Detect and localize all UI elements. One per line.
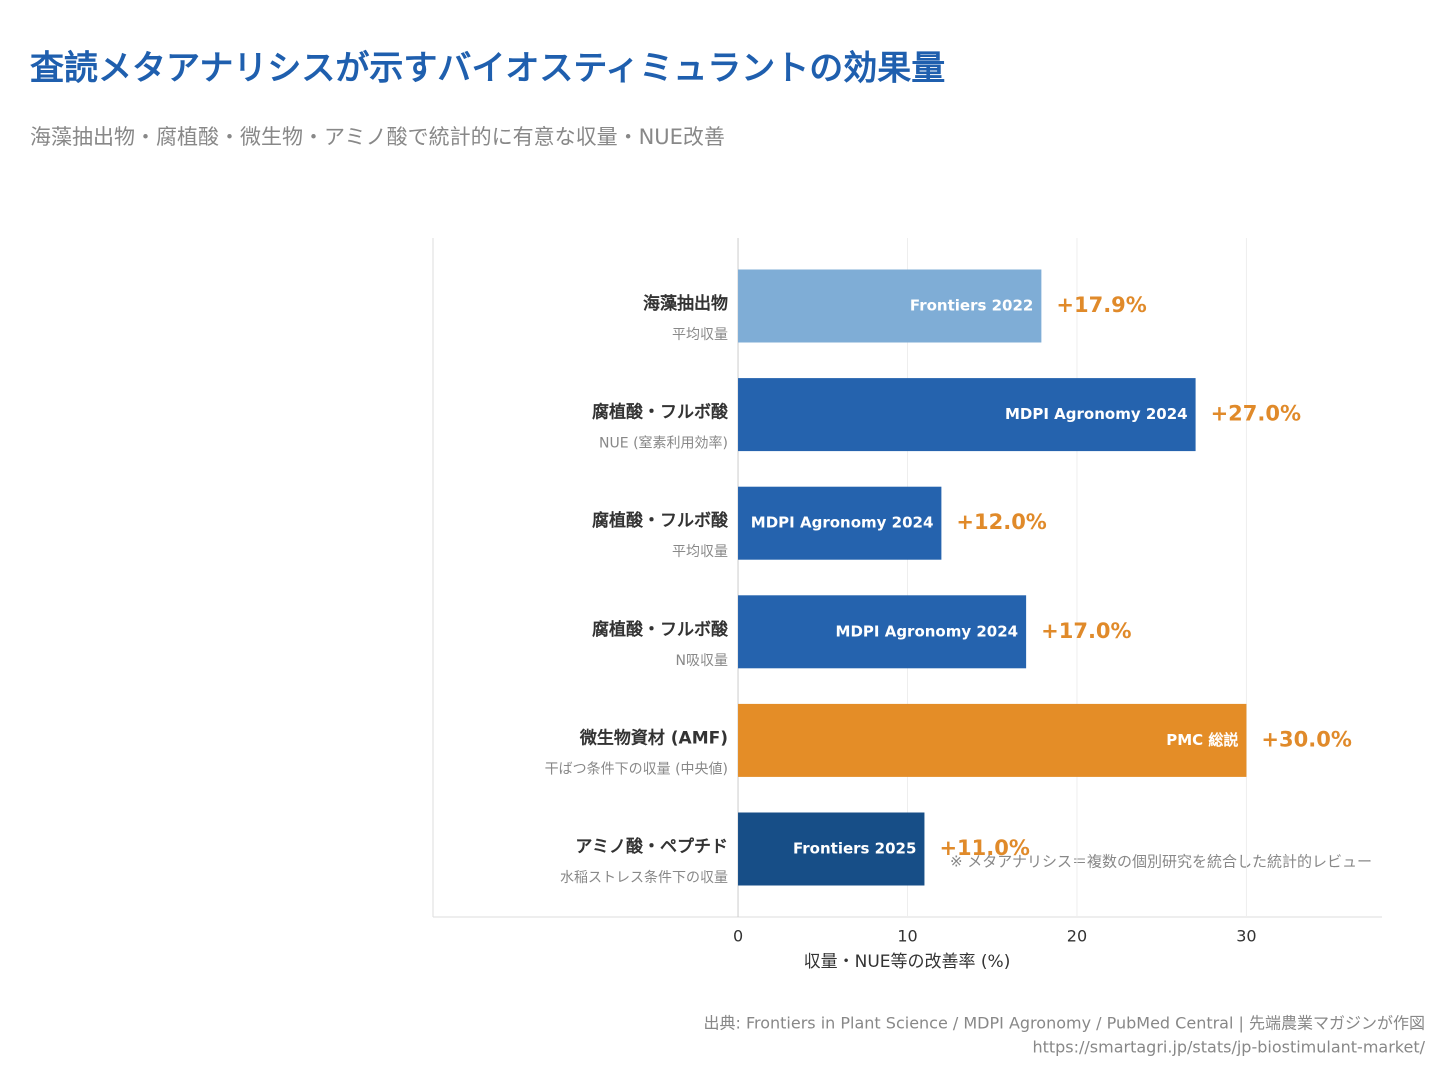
value-label: +17.0% [1041,619,1131,643]
value-label: +17.9% [1056,293,1146,317]
value-label: +12.0% [956,510,1046,534]
bar-source-label: MDPI Agronomy 2024 [836,622,1019,640]
category-sublabel: 平均収量 [672,327,728,343]
category-label: 微生物資材 (AMF) [579,727,728,748]
x-tick-label: 10 [897,927,917,946]
value-label: +27.0% [1211,402,1301,426]
category-sublabel: 水稲ストレス条件下の収量 [560,869,728,886]
category-sublabel: NUE (窒素利用効率) [599,435,728,452]
bar [738,595,1027,669]
category-label: 海藻抽出物 [643,293,728,314]
category-label: アミノ酸・ペプチド [575,836,728,857]
x-tick-label: 20 [1067,927,1087,946]
value-label: +30.0% [1261,727,1351,751]
bar-source-label: PMC 総説 [1166,731,1238,749]
category-label: 腐植酸・フルボ酸 [592,619,729,640]
category-label: 腐植酸・フルボ酸 [592,402,729,423]
bar [738,378,1196,452]
bar-source-label: Frontiers 2022 [910,297,1033,315]
bar-source-label: MDPI Agronomy 2024 [751,514,934,532]
bar [738,486,942,560]
value-label: +11.0% [939,836,1029,860]
x-tick-label: 30 [1236,927,1256,946]
category-sublabel: 平均収量 [672,544,728,560]
chart-title: 査読メタアナリシスが示すバイオスティミュラントの効果量 [30,49,945,89]
chart-subtitle: 海藻抽出物・腐植酸・微生物・アミノ酸で統計的に有意な収量・NUE改善 [30,125,725,149]
bar-source-label: MDPI Agronomy 2024 [1005,405,1188,423]
bar [738,269,1042,343]
category-sublabel: N吸収量 [676,653,728,669]
x-tick-label: 0 [733,927,743,946]
footer: https://smartagri.jp/stats/jp-biostimula… [1032,1038,1425,1057]
bar [738,812,925,886]
footer: 出典: Frontiers in Plant Science / MDPI Ag… [703,1014,1425,1033]
annotation: ※ メタアナリシス＝複数の個別研究を統合した統計的レビュー [950,853,1372,871]
x-axis-label: 収量・NUE等の改善率 (%) [804,952,1011,972]
category-label: 腐植酸・フルボ酸 [592,510,729,531]
category-sublabel: 干ばつ条件下の収量 (中央値) [545,760,728,777]
bar [738,703,1247,777]
bar-source-label: Frontiers 2025 [793,840,916,858]
